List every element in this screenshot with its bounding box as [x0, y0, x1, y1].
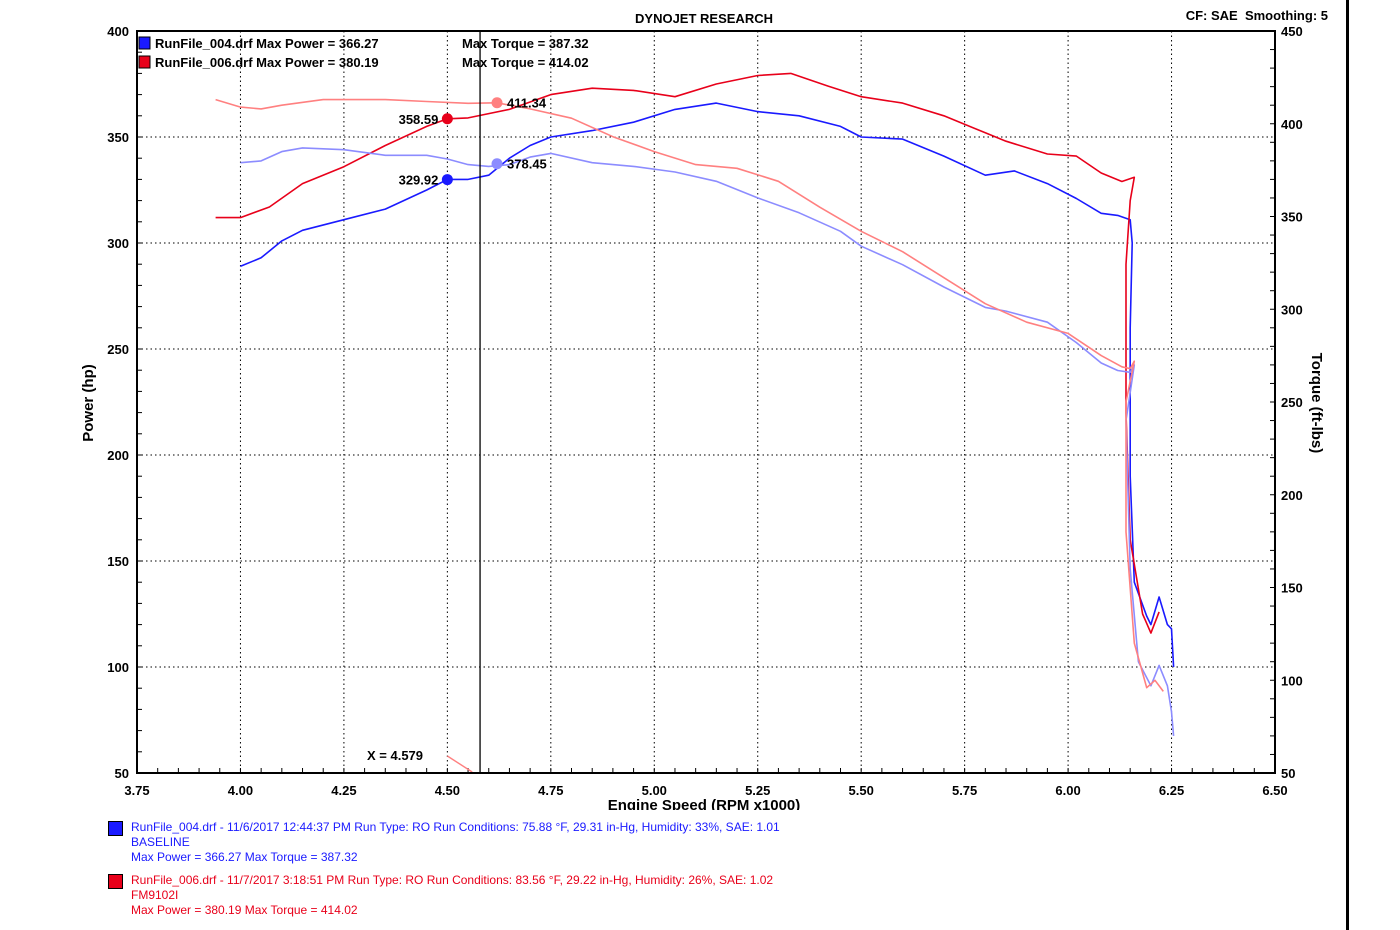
legend-run2-torque: Max Torque = 414.02 [462, 55, 589, 70]
x-tick-label: 6.50 [1262, 783, 1287, 798]
cursor-label: X = 4.579 [367, 748, 423, 763]
y2-axis-label: Torque (ft-lbs) [1308, 353, 1325, 454]
x-tick-label: 5.50 [849, 783, 874, 798]
x-tick-label: 3.75 [124, 783, 149, 798]
y2-tick-label: 250 [1281, 395, 1303, 410]
y2-tick-label: 100 [1281, 673, 1303, 688]
marker-point [441, 113, 453, 125]
y2-tick-label: 50 [1281, 766, 1295, 781]
y2-tick-label: 300 [1281, 302, 1303, 317]
legend-run1-power: RunFile_004.drf Max Power = 366.27 [155, 36, 379, 51]
series-power-0 [240, 102, 1175, 668]
markers-layer: 329.92 358.59 378.45 411.34 [399, 96, 547, 188]
page-edge-bar [1346, 0, 1349, 930]
marker-point [441, 174, 453, 186]
chart-title: DYNOJET RESEARCH [635, 11, 773, 26]
footer-run1-name: BASELINE [131, 835, 190, 849]
x-tick-label: 5.75 [952, 783, 977, 798]
footer-run2-max: Max Power = 380.19 Max Torque = 414.02 [131, 903, 358, 917]
x-tick-label: 4.25 [331, 783, 356, 798]
y-tick-label: 100 [107, 660, 129, 675]
x-tick-label: 4.50 [435, 783, 460, 798]
y-tick-label: 350 [107, 130, 129, 145]
series-power-1 [215, 72, 1160, 634]
legend-run2-power: RunFile_006.drf Max Power = 380.19 [155, 55, 379, 70]
corner-info: CF: SAE Smoothing: 5 [1186, 8, 1328, 23]
marker-point [491, 97, 503, 109]
y2-tick-label: 400 [1281, 117, 1303, 132]
x-tick-label: 6.00 [1055, 783, 1080, 798]
marker-label: 329.92 [399, 173, 439, 188]
series-torque-2 [240, 147, 1175, 736]
footer-run1-conditions: RunFile_004.drf - 11/6/2017 12:44:37 PM … [131, 820, 780, 834]
y-axis-label: Power (hp) [80, 364, 97, 442]
marker-label: 358.59 [399, 112, 439, 127]
series-torque-3 [215, 98, 1164, 692]
y-tick-label: 400 [107, 24, 129, 39]
footer-run1-max: Max Power = 366.27 Max Torque = 387.32 [131, 850, 358, 864]
marker-label: 378.45 [507, 157, 547, 172]
footer-run1: RunFile_004.drf - 11/6/2017 12:44:37 PM … [108, 820, 780, 865]
x-tick-label: 5.00 [642, 783, 667, 798]
marker-label: 411.34 [507, 96, 547, 111]
footer-swatch-red [108, 874, 123, 889]
grid [137, 31, 1275, 773]
y2-tick-label: 200 [1281, 488, 1303, 503]
footer-swatch-blue [108, 821, 123, 836]
y-tick-label: 300 [107, 236, 129, 251]
dyno-chart: 3.75 4.00 4.25 4.50 4.75 5.00 5.25 5.50 5.75 6.00… [80, 8, 1328, 810]
plot-frame [136, 30, 1276, 774]
x-tick-label: 4.75 [538, 783, 563, 798]
y-tick-label: 50 [115, 766, 129, 781]
legend-run1-torque: Max Torque = 387.32 [462, 36, 589, 51]
legend-swatch-red [138, 55, 151, 69]
footer-run2: RunFile_006.drf - 11/7/2017 3:18:51 PM R… [108, 873, 773, 918]
x-tick-label: 4.00 [228, 783, 253, 798]
cursor-tail [446, 755, 473, 773]
series-layer [215, 72, 1175, 773]
y-tick-label: 150 [107, 554, 129, 569]
footer-run2-name: FM9102I [131, 888, 179, 902]
y-tick-label: 200 [107, 448, 129, 463]
x-axis-label: Engine Speed (RPM x1000) [608, 797, 801, 810]
x-tick-label: 5.25 [745, 783, 770, 798]
y2-tick-label: 350 [1281, 210, 1303, 225]
y2-tick-label: 150 [1281, 581, 1303, 596]
x-tick-label: 6.25 [1159, 783, 1184, 798]
footer-run2-conditions: RunFile_006.drf - 11/7/2017 3:18:51 PM R… [131, 873, 774, 887]
legend-swatch-blue [138, 36, 151, 50]
y2-tick-label: 450 [1281, 24, 1303, 39]
y-tick-label: 250 [107, 342, 129, 357]
marker-point [491, 158, 503, 170]
ticks: 3.75 4.00 4.25 4.50 4.75 5.00 5.25 5.50 5.75 6.00… [107, 24, 1302, 798]
